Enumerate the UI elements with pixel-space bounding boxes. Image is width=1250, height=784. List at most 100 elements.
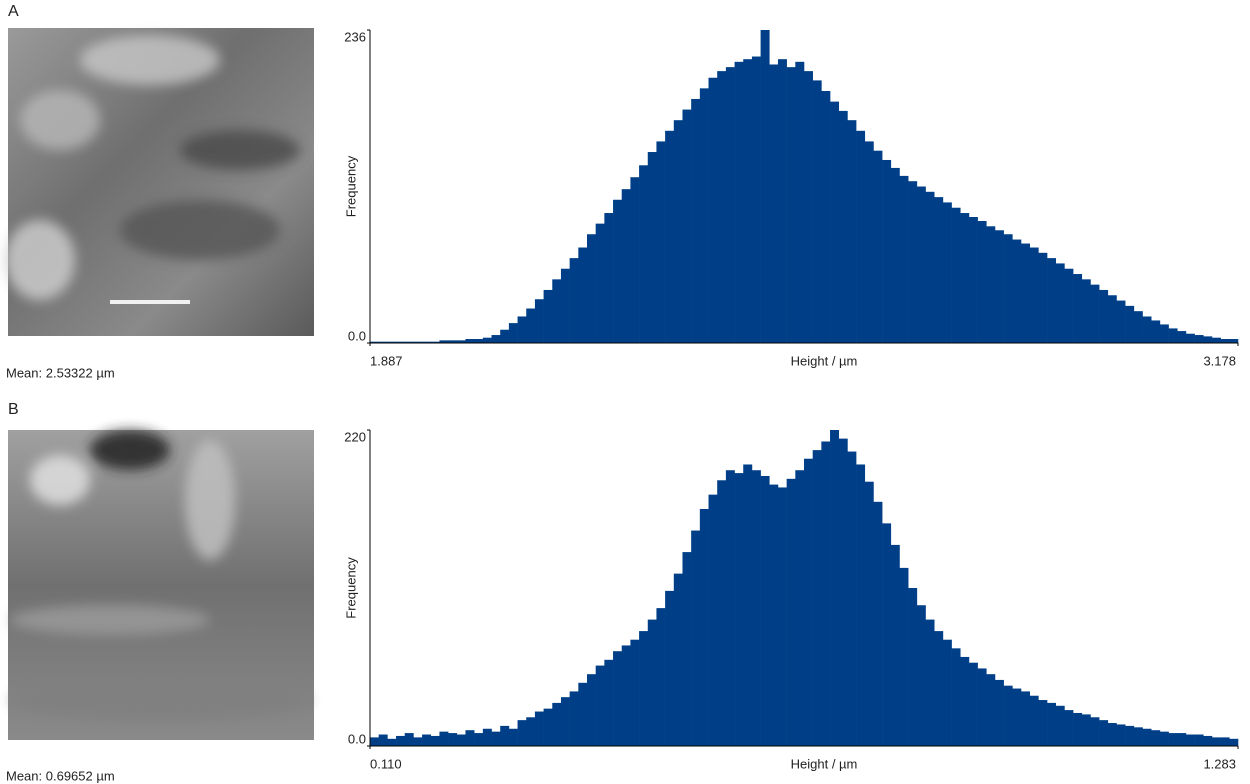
bar (821, 441, 831, 746)
bar (1151, 320, 1161, 343)
bar (673, 573, 683, 746)
bar (587, 674, 596, 746)
bar (595, 223, 605, 343)
y-axis-label: Frequency (343, 155, 358, 217)
bar (517, 316, 527, 343)
bar (647, 619, 657, 746)
bar (482, 337, 492, 343)
bar (968, 217, 978, 343)
bar (847, 120, 857, 344)
y-tick-label: 220 (344, 429, 366, 444)
bar (1055, 705, 1065, 746)
bar (864, 141, 874, 343)
bar (1003, 685, 1013, 746)
bar (604, 213, 614, 343)
bar (769, 484, 779, 746)
bar (856, 130, 866, 343)
bar (1177, 331, 1187, 343)
bar (630, 177, 640, 343)
y-tick-label: 236 (344, 29, 366, 44)
bar (543, 289, 553, 343)
bar (1090, 717, 1100, 746)
bar (830, 430, 840, 746)
bar (673, 120, 683, 344)
bar (482, 728, 492, 746)
bar (569, 258, 579, 343)
bar (743, 464, 753, 746)
bar (491, 731, 501, 746)
bar (751, 56, 761, 344)
bar (404, 733, 414, 746)
bar (604, 659, 614, 746)
x-tick-label: 3.178 (1203, 353, 1236, 368)
bar (587, 234, 596, 343)
bar (968, 662, 978, 746)
bar (508, 323, 518, 343)
bar (1029, 247, 1039, 343)
bar (734, 473, 744, 746)
bar (1073, 712, 1083, 746)
bar (734, 61, 744, 344)
bar (569, 691, 579, 746)
bar (916, 186, 926, 343)
bar (925, 191, 935, 343)
bar (838, 438, 848, 746)
bar (934, 631, 944, 746)
bar (370, 737, 379, 746)
bar (986, 226, 996, 343)
bar (560, 697, 570, 746)
bar (743, 59, 753, 343)
bar (682, 109, 692, 344)
x-tick-label: 0.110 (370, 756, 402, 771)
bar (1211, 337, 1221, 343)
bar (621, 189, 631, 343)
bar (960, 213, 970, 343)
bar (1099, 289, 1109, 343)
bar (899, 567, 909, 746)
bar (1055, 263, 1065, 343)
bar (647, 152, 657, 343)
bar (1064, 268, 1074, 343)
bar (1142, 728, 1152, 746)
panel-label: B (8, 401, 19, 418)
bar (847, 451, 857, 746)
bar (1107, 723, 1117, 746)
bar (430, 735, 440, 746)
bar (456, 734, 466, 746)
bar (1081, 279, 1091, 343)
bar (717, 71, 727, 343)
bar (526, 717, 536, 746)
bar (804, 458, 813, 746)
bar (1211, 737, 1221, 746)
x-axis-label: Height / µm (791, 353, 858, 368)
mean-label: Mean: 0.69652 µm (6, 768, 115, 783)
bar (1203, 735, 1213, 746)
bar (994, 230, 1004, 343)
bar (1038, 700, 1048, 746)
bar (1073, 274, 1083, 343)
bar (560, 268, 570, 343)
bar (769, 64, 779, 344)
bar (448, 340, 458, 343)
bar (500, 725, 510, 746)
bar (882, 523, 892, 746)
bar (873, 501, 883, 746)
bar (1107, 295, 1117, 343)
bar (1012, 688, 1022, 746)
bar (396, 341, 406, 343)
bar (856, 464, 866, 746)
bar (994, 679, 1004, 746)
bar (370, 341, 379, 343)
bar (456, 340, 466, 343)
afm-image (5, 28, 314, 336)
bar (1185, 734, 1195, 746)
bar (699, 88, 709, 344)
bar (1125, 725, 1135, 746)
bar (908, 181, 918, 343)
bar (751, 470, 761, 746)
bar (1064, 710, 1074, 746)
bar (422, 734, 432, 746)
bar (717, 480, 727, 746)
bar (1081, 714, 1091, 746)
bar (838, 110, 848, 343)
